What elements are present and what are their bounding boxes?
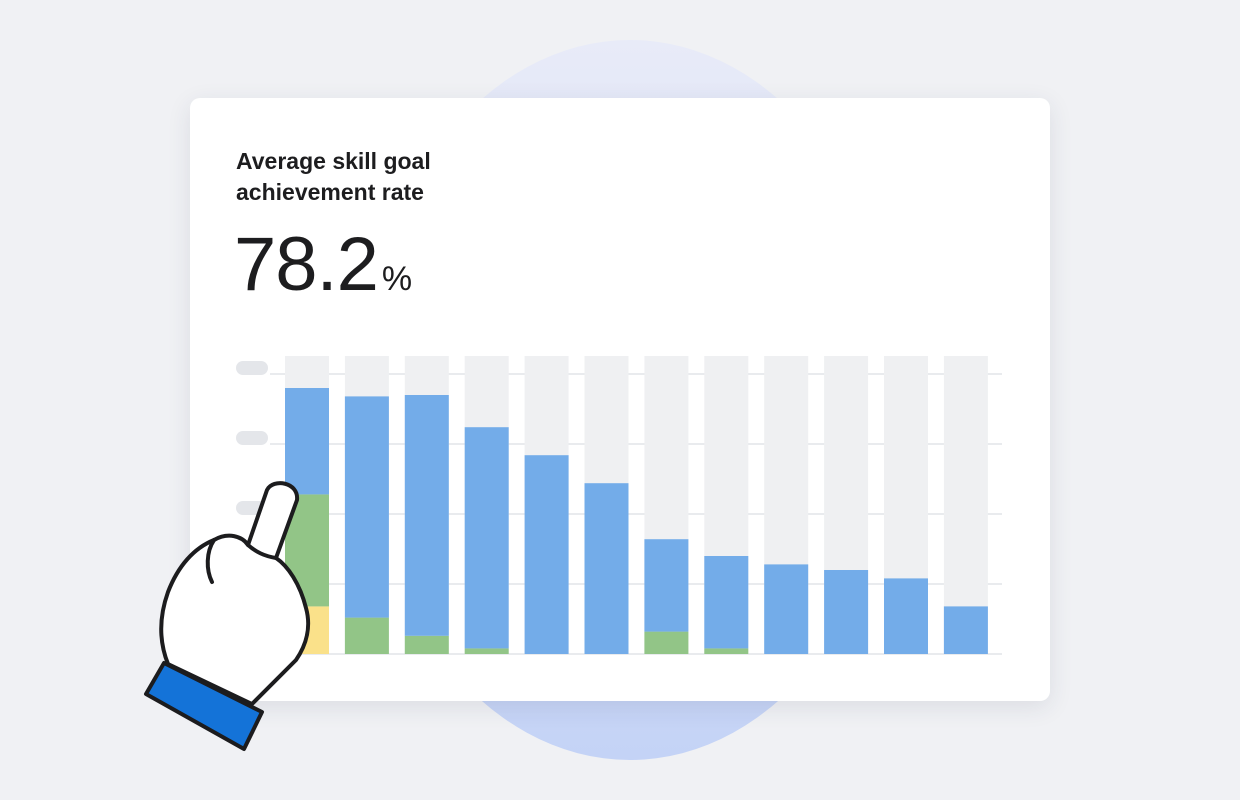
bar-segment [464, 648, 509, 654]
bar-segment [644, 539, 689, 632]
bar-segment [704, 556, 749, 649]
bar-segment [404, 395, 449, 636]
card-title: Average skill goal achievement rate [236, 148, 431, 205]
metric: 78.2% [234, 220, 412, 310]
bar-segment [764, 564, 809, 654]
bar-segment [644, 631, 689, 654]
bar-segment [464, 427, 509, 649]
bar-segment [884, 578, 928, 654]
bar-segment [344, 617, 389, 654]
bar-segment [404, 635, 449, 654]
bar-segment [943, 606, 988, 654]
y-tick-placeholder [236, 431, 268, 445]
bar-segment [285, 388, 329, 495]
bar-segment [524, 455, 569, 654]
bar-segment [704, 648, 749, 654]
bar-segment [344, 396, 389, 618]
bar-track [943, 356, 988, 654]
metric-unit: % [381, 260, 413, 298]
bar-segment [824, 570, 869, 654]
y-tick-placeholder [236, 361, 268, 375]
metric-value: 78.2 [234, 222, 379, 307]
bar-segment [584, 483, 629, 654]
